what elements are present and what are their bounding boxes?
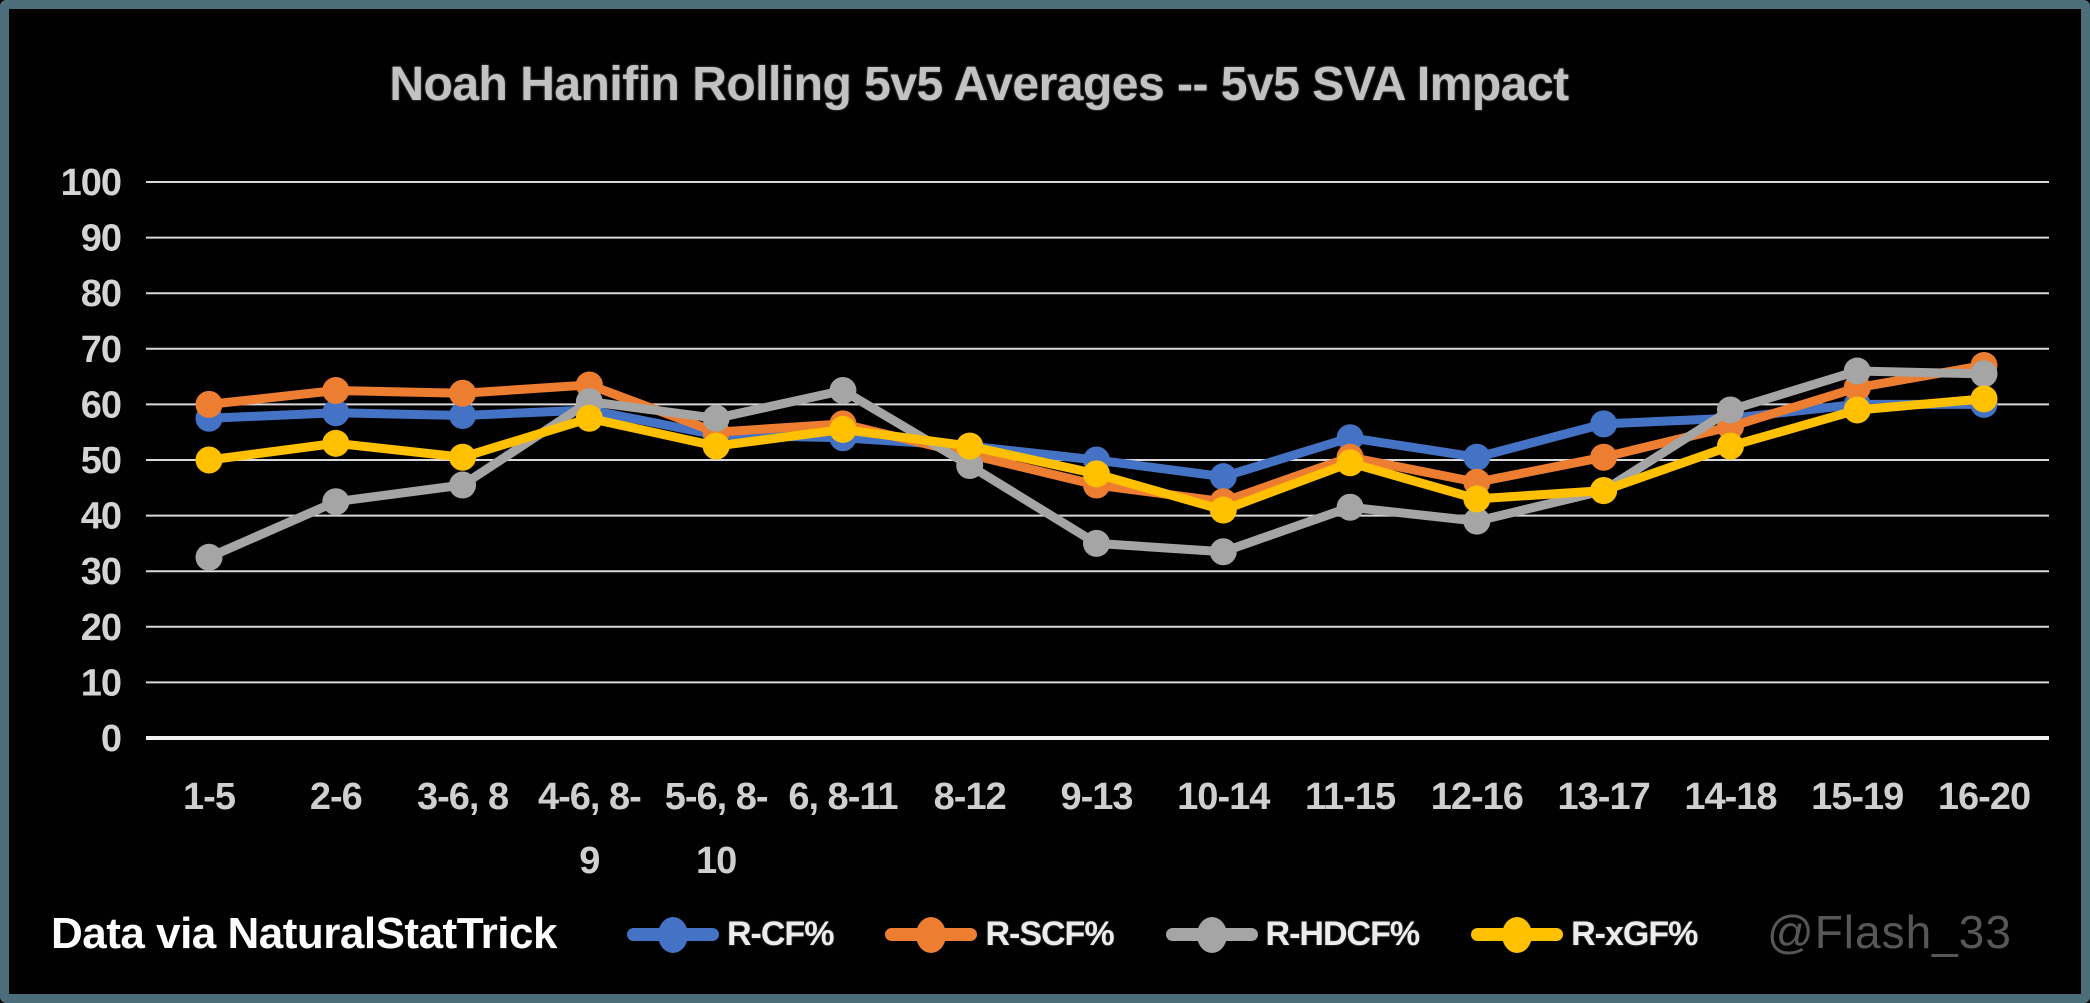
data-point-marker-r-xgf- (1209, 496, 1237, 524)
data-point-marker-r-scf- (449, 379, 477, 407)
x-tick-label: 10-14 (1177, 776, 1270, 818)
x-tick-label: 3-6, 8 (417, 776, 508, 818)
legend-item-r-xgf: R-xGF% (1471, 915, 1698, 954)
x-tick-label: 8-12 (934, 776, 1006, 818)
data-point-marker-r-scf- (1590, 443, 1618, 471)
author-watermark: @Flash_33 (1767, 906, 2012, 958)
data-point-marker-r-hdcf- (1463, 507, 1491, 535)
y-tick-label: 40 (81, 496, 121, 538)
x-tick-label: 11-15 (1305, 776, 1396, 818)
data-point-marker-r-xgf- (1336, 449, 1364, 477)
x-tick-label: 6, 8-11 (788, 776, 898, 818)
x-tick-label: 14-18 (1684, 776, 1776, 818)
chart-legend: R-CF% R-SCF% R-HDCF% R-xGF% (627, 915, 1698, 954)
data-point-marker-r-cf- (1463, 443, 1491, 471)
legend-marker-r-hdcf-icon (1165, 916, 1258, 953)
data-point-marker-r-xgf- (449, 443, 477, 471)
data-point-marker-r-hdcf- (449, 471, 477, 499)
y-tick-label: 0 (101, 718, 121, 760)
y-tick-label: 100 (61, 162, 121, 204)
data-point-marker-r-xgf- (1590, 477, 1618, 505)
data-point-marker-r-cf- (449, 402, 477, 430)
y-tick-label: 70 (81, 329, 121, 371)
data-point-marker-r-xgf- (1083, 460, 1110, 488)
legend-label-r-xgf: R-xGF% (1571, 915, 1698, 953)
data-point-marker-r-xgf- (1970, 385, 1998, 413)
legend-marker-r-cf-icon (627, 916, 719, 953)
x-tick-label: 12-16 (1431, 776, 1523, 818)
data-point-marker-r-hdcf- (829, 377, 857, 404)
data-point-marker-r-hdcf- (1336, 493, 1364, 521)
data-point-marker-r-hdcf- (195, 543, 223, 571)
data-point-marker-r-hdcf- (702, 404, 730, 432)
x-tick-label: 10 (696, 840, 736, 882)
data-point-marker-r-hdcf- (1083, 529, 1110, 557)
legend-item-r-hdcf: R-HDCF% (1165, 915, 1421, 954)
y-tick-label: 60 (81, 384, 121, 426)
x-tick-label: 15-19 (1811, 776, 1903, 818)
data-point-marker-r-cf- (322, 399, 350, 427)
data-point-marker-r-hdcf- (1843, 357, 1871, 385)
data-point-marker-r-xgf- (829, 415, 857, 443)
legend-item-r-cf: R-CF% (627, 915, 834, 954)
data-point-marker-r-xgf- (195, 446, 223, 474)
y-tick-label: 50 (81, 440, 121, 482)
data-point-marker-r-hdcf- (1209, 538, 1237, 566)
y-tick-label: 20 (81, 607, 121, 649)
y-tick-label: 90 (81, 218, 121, 260)
data-point-marker-r-xgf- (322, 429, 350, 457)
y-tick-label: 80 (81, 273, 121, 315)
data-point-marker-r-xgf- (702, 432, 730, 460)
footer-row: Data via NaturalStatTrick R-CF% R-SCF% R… (9, 905, 2081, 975)
x-tick-label: 13-17 (1558, 776, 1650, 818)
legend-marker-r-xgf-icon (1471, 916, 1564, 953)
legend-marker-r-scf-icon (885, 916, 978, 953)
data-point-marker-r-xgf- (575, 404, 603, 432)
data-point-marker-r-hdcf- (956, 452, 984, 480)
data-point-marker-r-hdcf- (322, 488, 350, 516)
data-point-marker-r-hdcf- (1716, 396, 1744, 424)
data-point-marker-r-xgf- (1716, 432, 1744, 460)
data-point-marker-r-xgf- (956, 432, 984, 460)
data-point-marker-r-xgf- (1843, 396, 1871, 424)
legend-label-r-hdcf: R-HDCF% (1265, 915, 1421, 953)
data-point-marker-r-scf- (195, 390, 223, 418)
x-tick-label: 9 (579, 840, 599, 882)
data-point-marker-r-xgf- (1463, 485, 1491, 513)
x-tick-label: 2-6 (310, 776, 362, 818)
x-tick-label: 4-6, 8- (538, 776, 641, 818)
x-tick-label: 9-13 (1060, 776, 1132, 818)
data-point-marker-r-cf- (1336, 424, 1364, 452)
legend-item-r-scf: R-SCF% (885, 915, 1115, 954)
x-tick-label: 1-5 (183, 776, 236, 818)
legend-label-r-cf: R-CF% (727, 915, 834, 953)
x-tick-label: 16-20 (1938, 776, 2030, 818)
chart-title: Noah Hanifin Rolling 5v5 Averages -- 5v5… (389, 58, 1569, 111)
data-point-marker-r-cf- (1209, 463, 1237, 491)
x-tick-label: 5-6, 8- (665, 776, 768, 818)
data-source-note: Data via NaturalStatTrick (51, 909, 557, 958)
y-tick-label: 10 (81, 662, 121, 704)
data-point-marker-r-scf- (322, 377, 350, 404)
data-point-marker-r-hdcf- (1970, 360, 1998, 388)
legend-label-r-scf: R-SCF% (985, 915, 1114, 953)
line-chart-plot-area: 0 10 20 30 40 50 60 70 80 90 100 1-5 2-6 3-6, 8 4-6, 8… (61, 162, 2049, 882)
y-tick-label: 30 (81, 551, 121, 593)
data-point-marker-r-cf- (1590, 410, 1618, 438)
